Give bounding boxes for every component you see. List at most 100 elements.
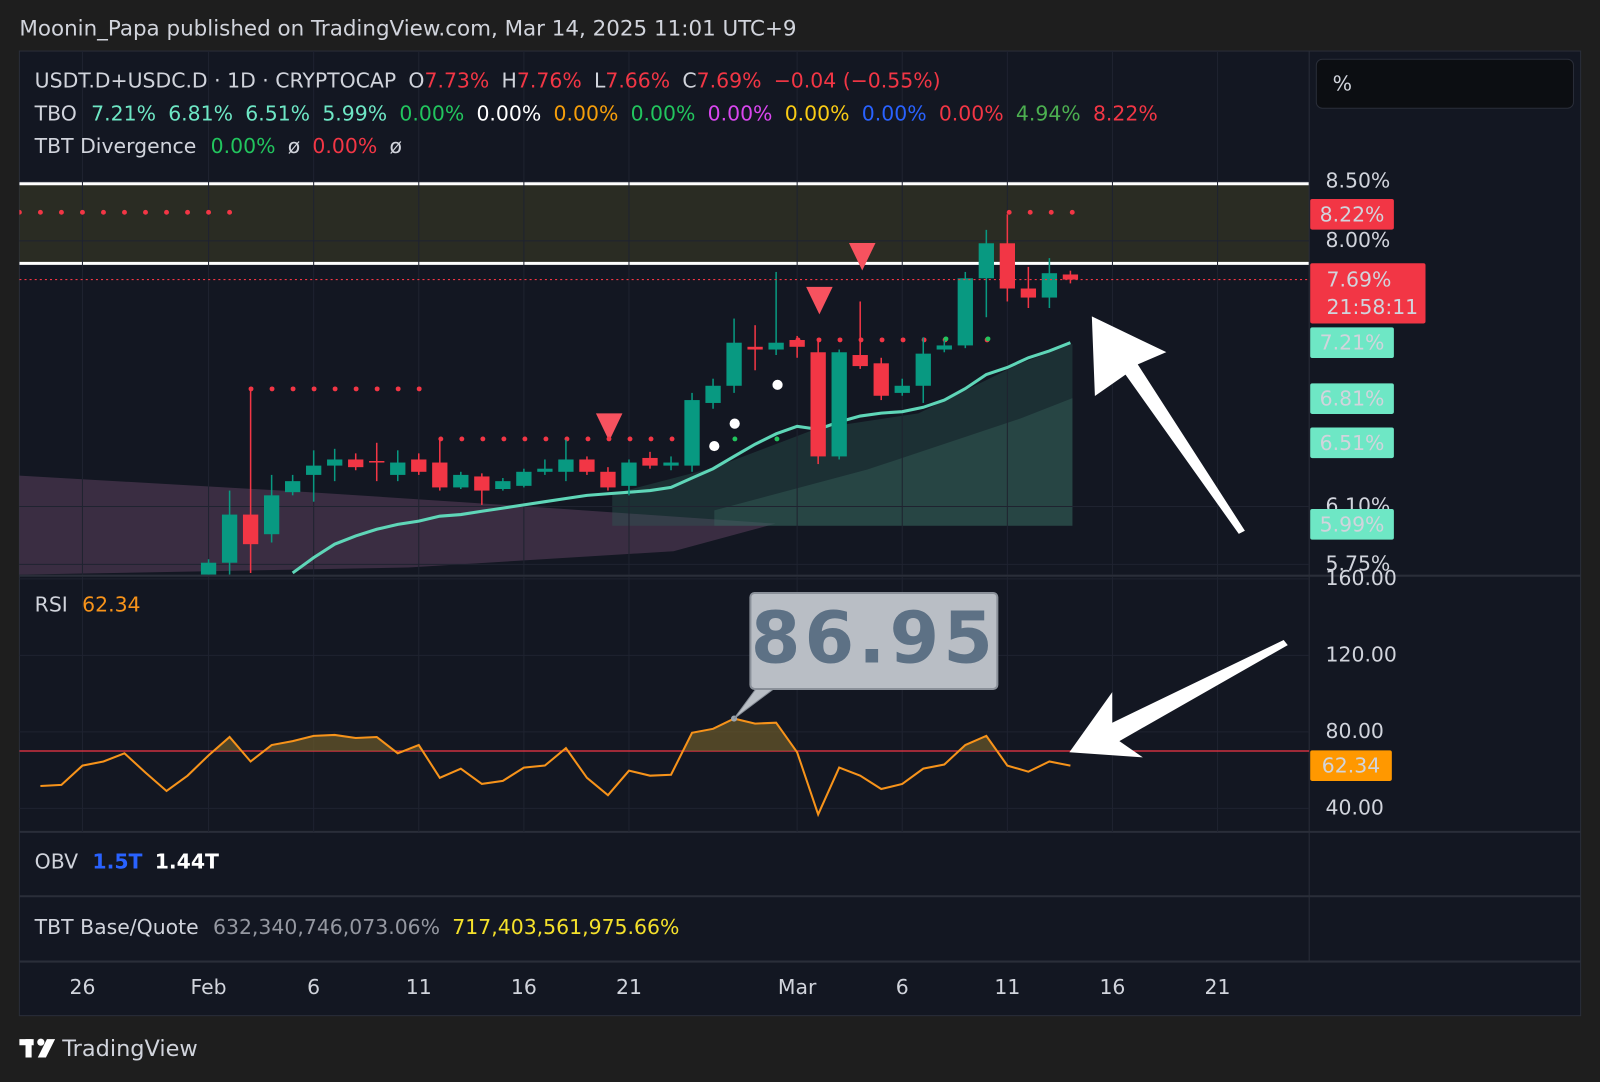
- signal-dot: [269, 386, 275, 392]
- signal-dot: [101, 209, 106, 215]
- signal-dot: [185, 209, 191, 215]
- tbo-legend-part: 0.00%: [631, 101, 696, 125]
- overbought-fill: [40, 718, 1071, 751]
- y-tick-label: 8.50%: [1326, 168, 1391, 192]
- price-scale-label: 5.99%: [1320, 512, 1385, 536]
- y-tick-label: 40.00: [1326, 795, 1384, 819]
- callout-label: 86.95: [751, 597, 997, 680]
- price-legend-part: H: [502, 69, 517, 93]
- tbo-legend: TBO 7.21% 6.81% 6.51% 5.99% 0.00% 0.00% 0.00% 0.…: [34, 101, 1158, 125]
- candle-body: [306, 465, 322, 475]
- signal-dot: [459, 436, 465, 442]
- countdown-label: 21:58:11: [1327, 295, 1419, 319]
- rsi-scale-box: [1310, 750, 1392, 781]
- tbo-legend-part: 0.00%: [939, 101, 1004, 125]
- signal-dot: [227, 209, 233, 215]
- signal-dot: [332, 386, 338, 392]
- price-scale-box: [1310, 383, 1394, 414]
- signal-dot: [1027, 209, 1033, 215]
- logo-part: [37, 1039, 56, 1058]
- callout-box: [749, 591, 999, 690]
- obv-legend-part: 1.44T: [155, 850, 219, 874]
- rsi-legend: RSI 62.34: [35, 592, 141, 616]
- x-tick-label: Mar: [778, 975, 817, 999]
- plot-layer: 26 Feb 6 11 16 21 Mar 6 11 16 215.75%6.10%8.00%8.5…: [19, 51, 1426, 999]
- signal-dot: [900, 337, 906, 343]
- price-scale-label: 7.21%: [1320, 331, 1385, 355]
- signal-dot: [58, 209, 64, 215]
- price-scale-label: 8.22%: [1320, 202, 1385, 226]
- candle-body: [285, 481, 301, 493]
- candle-body: [600, 471, 616, 488]
- candle-body: [894, 385, 910, 393]
- annotation-arrow: [1091, 316, 1245, 534]
- candle-body: [453, 474, 469, 488]
- price-scale-box: [1310, 427, 1394, 459]
- signal-dot: [374, 386, 380, 392]
- candle-body: [831, 352, 847, 457]
- candle-body: [516, 471, 532, 486]
- logo-part: [25, 1039, 32, 1058]
- price-legend-part: 7.66%: [605, 69, 670, 93]
- marker: [709, 440, 720, 452]
- support-dot: [985, 336, 991, 342]
- price-scale-box: [1310, 327, 1394, 359]
- candle-body: [242, 514, 259, 545]
- candle-body: [327, 459, 343, 466]
- tbo-fast-line: [291, 341, 1071, 575]
- tbo-legend-part: 8.22%: [1093, 101, 1158, 125]
- tbo-legend-part: 0.00%: [785, 101, 850, 125]
- candle-body: [852, 355, 868, 367]
- candle-body: [495, 481, 511, 490]
- signal-dot: [311, 386, 317, 392]
- marker: [729, 418, 740, 429]
- tbt-divergence-legend-part: ø: [390, 134, 402, 158]
- candle-body: [663, 462, 679, 466]
- obv-legend-part: 1.5T: [92, 850, 142, 874]
- tbo-legend-part: 0.00%: [399, 101, 464, 125]
- candle-body: [684, 400, 700, 466]
- tbo-legend-part: 7.21%: [91, 101, 156, 125]
- price-legend-part: −0.04 (−0.55%): [774, 69, 941, 93]
- scale-mode-label[interactable]: %: [1333, 72, 1352, 96]
- tbt-divergence-legend-part: ø: [288, 134, 300, 158]
- candle-body: [705, 385, 721, 403]
- tbo-legend-part: TBO: [34, 101, 77, 125]
- candle-body: [789, 339, 805, 347]
- candle-body: [957, 278, 973, 346]
- price-legend-part: L: [594, 69, 606, 93]
- candle-body: [537, 468, 553, 472]
- y-tick-label: 80.00: [1326, 719, 1384, 743]
- signal-dot: [416, 386, 422, 392]
- x-tick-label: 16: [1099, 975, 1125, 999]
- tbo-clouds: [19, 182, 1310, 575]
- candle-body: [263, 495, 280, 535]
- sell-signal: [848, 242, 876, 271]
- candle-body: [936, 345, 952, 350]
- x-tick-label: Feb: [191, 975, 227, 999]
- candle-body: [558, 459, 574, 472]
- tbt-divergence-legend-part: 0.00%: [312, 134, 377, 158]
- logo-part: [37, 1038, 45, 1046]
- candle-body: [768, 342, 784, 350]
- candle-body: [621, 462, 637, 486]
- signal-dot: [627, 436, 633, 442]
- candle-body: [348, 459, 364, 468]
- price-legend-part: 7.69%: [697, 69, 762, 93]
- support-dot: [732, 436, 738, 442]
- candle-body: [474, 476, 490, 491]
- signal-dot: [353, 386, 359, 392]
- signal-dot: [543, 436, 549, 442]
- signal-dot: [1006, 209, 1012, 215]
- signal-dot: [290, 386, 296, 392]
- rsi-legend-part: 62.34: [82, 592, 140, 616]
- price-scale-box: [1310, 198, 1394, 230]
- y-tick-label: 5.75%: [1326, 551, 1391, 575]
- price-scale-label: 6.51%: [1320, 431, 1385, 455]
- tbt-base-quote-legend-part: TBT Base/Quote: [34, 915, 199, 939]
- signal-dot: [606, 436, 612, 442]
- resistance-zone: [19, 183, 1310, 264]
- signal-dot: [164, 209, 169, 215]
- support-dot: [774, 436, 780, 442]
- scale-mode-box[interactable]: [1315, 58, 1574, 109]
